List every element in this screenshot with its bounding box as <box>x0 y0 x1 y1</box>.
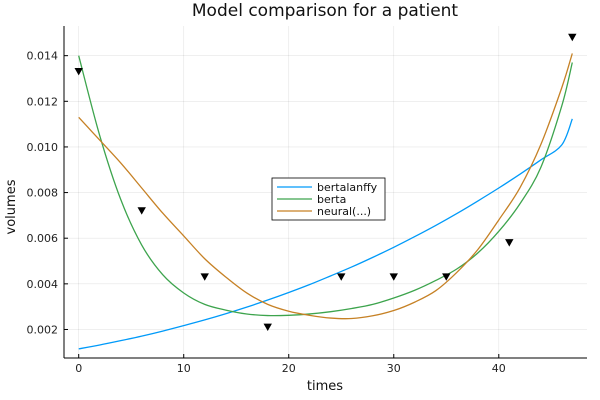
x-tick-label: 40 <box>492 362 506 375</box>
observation-point <box>505 239 514 247</box>
observation-point <box>137 207 146 215</box>
y-tick-label: 0.006 <box>27 232 59 245</box>
y-tick-label: 0.002 <box>27 323 59 336</box>
legend-label: berta <box>317 193 346 206</box>
y-tick-label: 0.012 <box>27 95 59 108</box>
legend-label: neural(...) <box>317 205 371 218</box>
observation-markers <box>74 33 577 331</box>
x-tick-label: 10 <box>177 362 191 375</box>
series-lines <box>78 53 573 350</box>
x-tick-label: 20 <box>282 362 296 375</box>
y-tick-label: 0.004 <box>27 278 59 291</box>
observation-point <box>568 33 577 42</box>
y-tick-label: 0.008 <box>27 187 59 200</box>
observation-point <box>200 273 209 281</box>
observation-point <box>389 273 398 281</box>
tick-labels: 0 10 20 30 40 0.002 0.004 0.006 0.008 0.010 0.012 0… <box>27 50 506 375</box>
observation-point <box>74 68 83 76</box>
observation-point <box>337 273 346 281</box>
y-axis-label: volumes <box>4 179 19 234</box>
axes <box>63 26 587 359</box>
series-line-bertalanffy <box>78 118 573 350</box>
series-line-neural <box>78 53 573 320</box>
y-tick-label: 0.010 <box>27 141 59 154</box>
x-axis-label: times <box>307 379 343 394</box>
x-tick-label: 30 <box>387 362 401 375</box>
observation-point <box>263 323 272 331</box>
observation-point <box>442 273 451 281</box>
x-tick-label: 0 <box>75 362 82 375</box>
series-line-berta <box>78 55 573 317</box>
legend-label: bertalanffy <box>317 181 378 194</box>
chart-title: Model comparison for a patient <box>192 1 459 21</box>
y-tick-label: 0.014 <box>27 50 59 63</box>
